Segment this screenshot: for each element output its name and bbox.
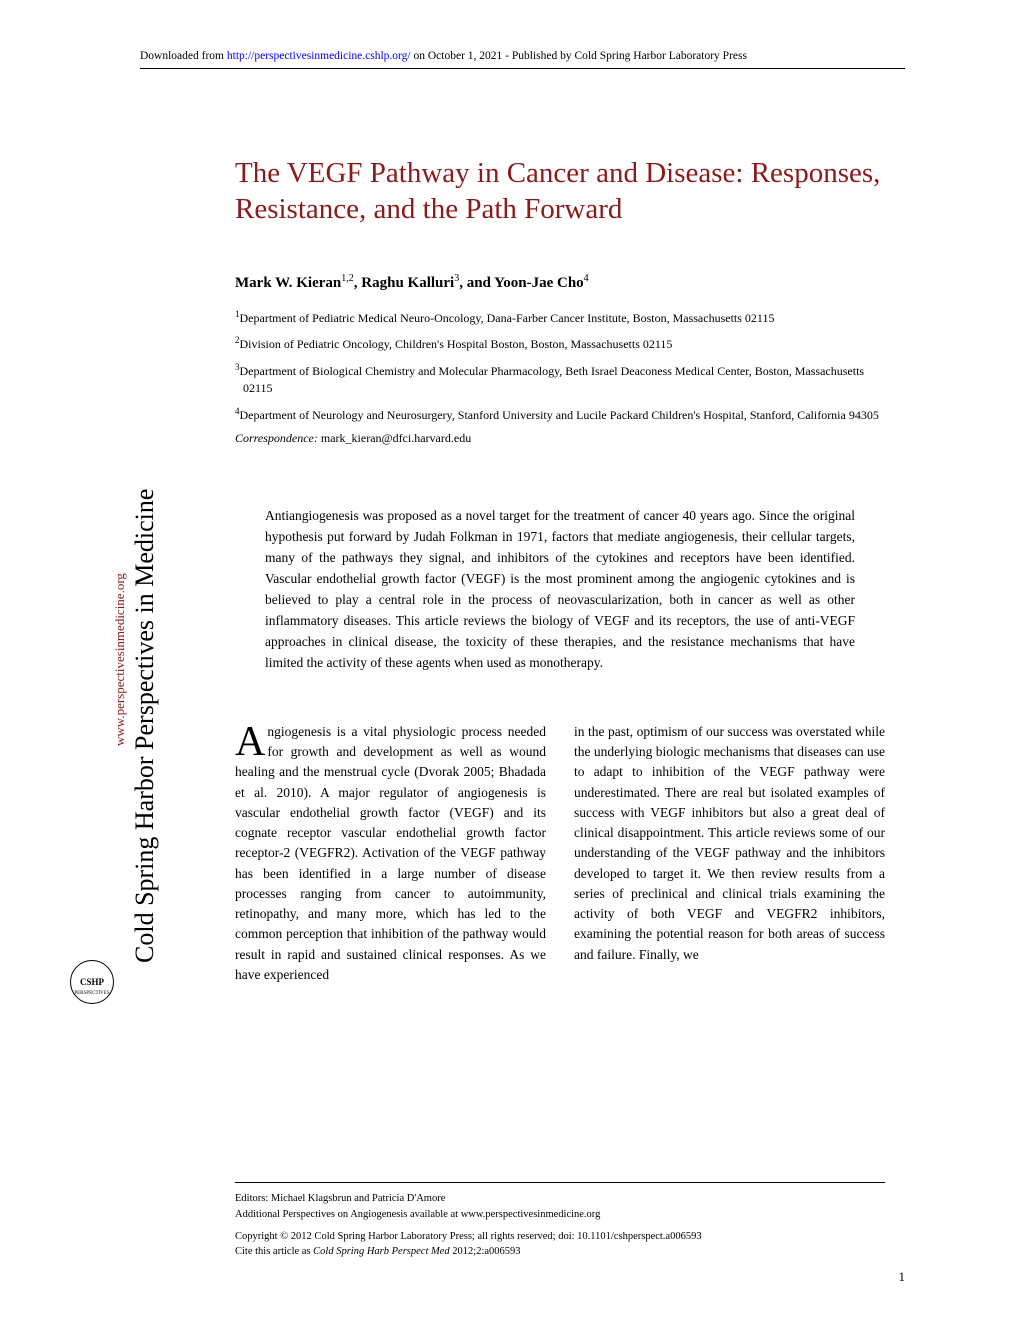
journal-url-vertical: www.perspectivesinmedicine.org [112, 573, 128, 746]
author-1: Mark W. Kieran [235, 275, 341, 291]
footer-additional: Additional Perspectives on Angiogenesis … [235, 1207, 885, 1223]
logo-text: CSHP [80, 978, 104, 987]
footer-citation: Cite this article as Cold Spring Harb Pe… [235, 1244, 885, 1260]
footer-editors: Editors: Michael Klagsbrun and Patricia … [235, 1191, 885, 1207]
article-title: The VEGF Pathway in Cancer and Disease: … [235, 155, 885, 228]
download-notice: Downloaded from http://perspectivesinmed… [140, 50, 905, 69]
download-url[interactable]: http://perspectivesinmedicine.cshlp.org/ [227, 50, 411, 62]
affiliation-3: 3Department of Biological Chemistry and … [235, 361, 885, 397]
author-3: , and Yoon-Jae Cho [459, 275, 583, 291]
affiliation-4: 4Department of Neurology and Neurosurger… [235, 405, 885, 424]
logo-subtext: PERSPECTIVES [74, 991, 109, 996]
correspondence: Correspondence: mark_kieran@dfci.harvard… [235, 431, 885, 446]
dropcap: A [235, 722, 267, 761]
article-content: The VEGF Pathway in Cancer and Disease: … [235, 155, 885, 985]
body-column-1: Angiogenesis is a vital physiologic proc… [235, 722, 546, 985]
author-2: , Raghu Kalluri [354, 275, 454, 291]
body-column-2: in the past, optimism of our success was… [574, 722, 885, 985]
authors: Mark W. Kieran1,2, Raghu Kalluri3, and Y… [235, 273, 885, 292]
body-col1-text: ngiogenesis is a vital physiologic proce… [235, 724, 546, 982]
affiliation-2: 2Division of Pediatric Oncology, Childre… [235, 334, 885, 353]
download-prefix: Downloaded from [140, 50, 227, 62]
download-suffix: on October 1, 2021 - Published by Cold S… [411, 50, 747, 62]
cshp-logo: CSHP PERSPECTIVES [70, 960, 120, 1010]
journal-name-vertical: Cold Spring Harbor Perspectives in Medic… [130, 489, 160, 963]
page-number: 1 [899, 1269, 906, 1285]
correspondence-label: Correspondence: [235, 431, 318, 445]
affiliation-1: 1Department of Pediatric Medical Neuro-O… [235, 308, 885, 327]
footer-copyright: Copyright © 2012 Cold Spring Harbor Labo… [235, 1229, 885, 1245]
sidebar: Cold Spring Harbor Perspectives in Medic… [85, 378, 125, 968]
author-3-sup: 4 [584, 273, 589, 284]
correspondence-email: mark_kieran@dfci.harvard.edu [321, 431, 471, 445]
body-text: Angiogenesis is a vital physiologic proc… [235, 722, 885, 985]
footer: Editors: Michael Klagsbrun and Patricia … [235, 1182, 885, 1260]
abstract: Antiangiogenesis was proposed as a novel… [265, 506, 855, 673]
author-1-sup: 1,2 [341, 273, 354, 284]
